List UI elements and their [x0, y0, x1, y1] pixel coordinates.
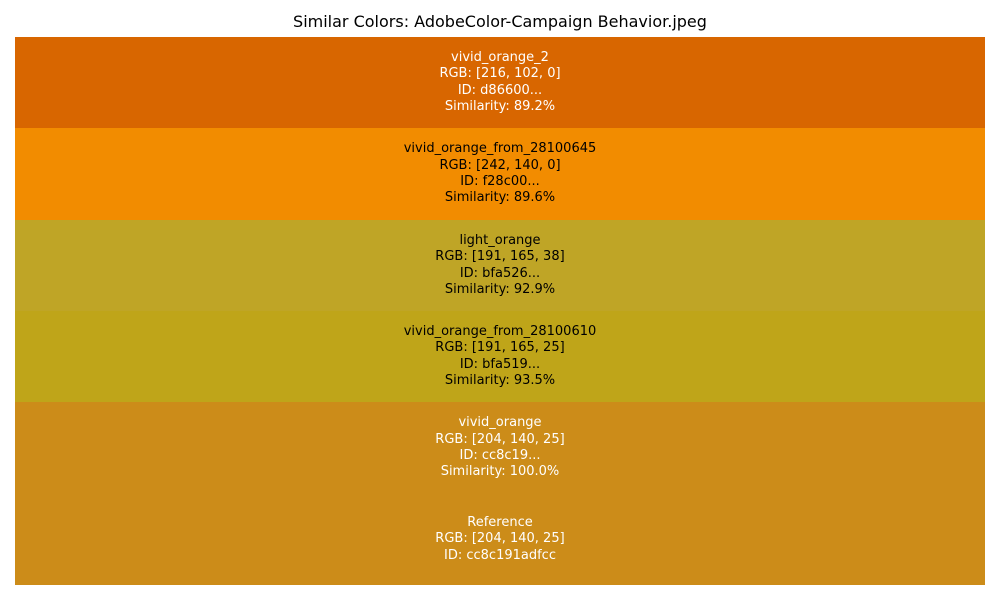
swatch-id: ID: cc8c19...	[459, 448, 541, 463]
swatch-name: light_orange	[459, 232, 541, 248]
swatch-id: ID: cc8c191adfcc	[444, 547, 556, 563]
swatch-name: vivid_orange_from_28100610	[403, 323, 597, 339]
swatch-rgb: RGB: [204, 140, 25]	[435, 531, 565, 547]
color-swatch: vivid_orange_2 RGB: [216, 102, 0] ID: d866…	[15, 37, 985, 128]
swatch-name: vivid_orange_2	[451, 49, 549, 65]
swatch-similarity: Similarity: 92.9%	[444, 281, 556, 297]
color-swatch-chart: vivid_orange_2 RGB: [216, 102, 0] ID: d866…	[15, 37, 985, 585]
swatch-id: ID: f28c00...	[460, 174, 540, 189]
swatch-rgb: RGB: [204, 140, 25]	[435, 431, 565, 447]
swatch-id: ID: d86600...	[457, 82, 543, 98]
swatch-similarity: Similarity: 100.0%	[440, 464, 560, 480]
swatch-rgb: RGB: [191, 165, 25]	[435, 340, 565, 356]
color-swatch: vivid_orange_from_28100645 RGB: [242, 140…	[15, 128, 985, 220]
swatch-similarity: Similarity: 89.2%	[444, 98, 556, 114]
swatch-rgb: RGB: [191, 165, 38]	[435, 249, 565, 265]
color-swatch: vivid_orange_from_28100610 RGB: [191, 165…	[15, 311, 985, 402]
swatch-name: vivid_orange_from_28100645	[403, 141, 597, 157]
swatch-similarity: Similarity: 93.5%	[444, 372, 556, 388]
swatch-id: ID: bfa526...	[459, 265, 541, 281]
swatch-id: ID: bfa519...	[459, 356, 541, 372]
chart-title: Similar Colors: AdobeColor-Campaign Beha…	[293, 12, 707, 31]
color-swatch: light_orange RGB: [191, 165, 38] ID: bfa52…	[15, 220, 985, 311]
color-swatch: vivid_orange RGB: [204, 140, 25] ID: cc8c1…	[15, 402, 985, 494]
swatch-name: vivid_orange	[458, 415, 542, 431]
swatch-name: Reference	[467, 515, 533, 531]
swatch-rgb: RGB: [242, 140, 0]	[439, 157, 561, 173]
color-swatch: Reference RGB: [204, 140, 25] ID: cc8c191a…	[15, 494, 985, 585]
swatch-similarity: Similarity: 89.6%	[444, 190, 556, 206]
swatch-rgb: RGB: [216, 102, 0]	[439, 66, 561, 82]
